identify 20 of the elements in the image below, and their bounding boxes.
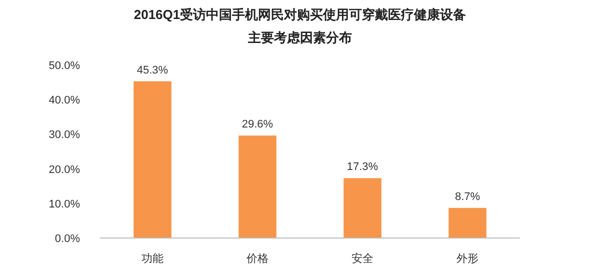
bar [238, 136, 276, 238]
data-label: 8.7% [454, 190, 480, 203]
y-tick-label: 10.0% [48, 198, 80, 210]
data-label: 29.6% [242, 118, 274, 131]
y-tick-label: 0.0% [54, 233, 80, 245]
x-tick-label: 外形 [456, 253, 478, 265]
chart-subtitle: 主要考虑因素分布 [247, 30, 352, 45]
y-tick-label: 30.0% [48, 129, 80, 142]
bar [344, 178, 382, 238]
x-tick-label: 价格 [246, 253, 268, 265]
y-tick-label: 40.0% [48, 94, 80, 107]
x-tick-label: 安全 [352, 252, 374, 265]
x-tick-label: 功能 [142, 252, 164, 265]
data-label: 17.3% [346, 161, 378, 174]
y-tick-label: 50.0% [48, 60, 80, 72]
chart-title: 2016Q1受访中国手机网民对购买使用可穿戴医疗健康设备 [134, 7, 466, 22]
bar [134, 81, 172, 238]
bar [448, 208, 486, 238]
y-tick-label: 20.0% [48, 164, 80, 176]
data-label: 45.3% [136, 64, 168, 76]
